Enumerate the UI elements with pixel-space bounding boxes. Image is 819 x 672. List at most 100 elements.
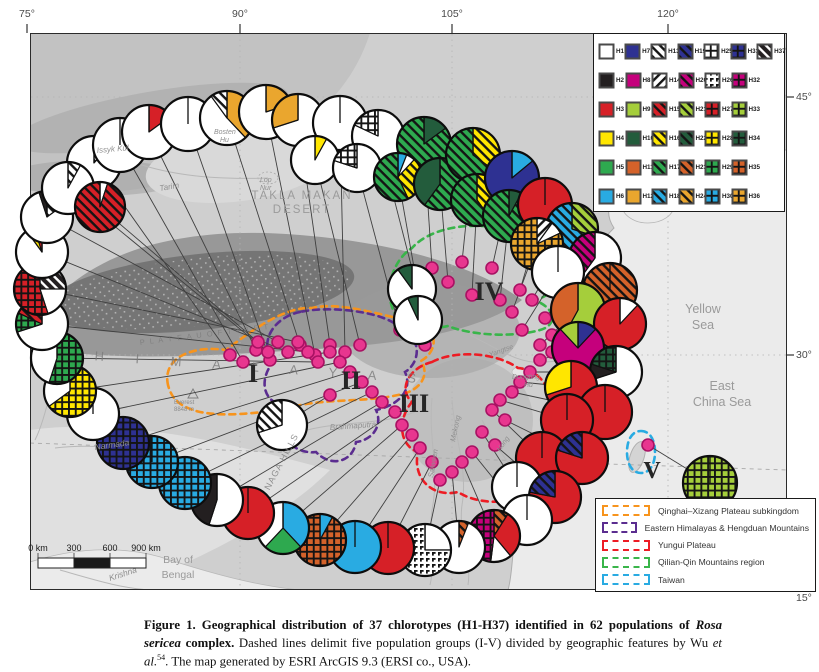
group-legend-item: Qinghai–Xizang Plateau subkingdom	[602, 505, 809, 516]
group-label: Eastern Himalayas & Hengduan Mountains	[644, 522, 809, 533]
legend-swatch-H22	[678, 130, 694, 146]
region-label-I: I	[248, 359, 258, 388]
legend-item-H1: H1	[598, 43, 624, 60]
legend-swatch-H30	[704, 188, 721, 204]
legend-item-H34: H34	[731, 130, 761, 147]
map-label: China Sea	[693, 395, 751, 409]
group-legend-item: Eastern Himalayas & Hengduan Mountains	[602, 522, 809, 534]
legend-swatch-H27	[704, 101, 721, 117]
legend-swatch-H6	[598, 188, 615, 204]
legend-item-H2: H2	[598, 72, 625, 89]
legend-swatch-H1	[598, 43, 615, 59]
legend-swatch-H24	[678, 188, 694, 204]
axis-label-top: 105°	[441, 8, 463, 20]
legend-item-H31: H31	[730, 43, 759, 60]
legend-item-H27: H27	[704, 101, 734, 118]
legend-swatch-H37	[756, 43, 773, 59]
group-legend-item: Qilian-Qin Mountains region	[602, 556, 809, 568]
chlorotype-legend: H1 H7 H13 H19 H25 H31 H37 H2 H8 H14 H20 H26 H32 H3 H9 H…	[593, 33, 786, 212]
pie-chart-11	[331, 142, 383, 194]
legend-item-H32: H32	[731, 72, 761, 89]
legend-item-H28: H28	[704, 130, 734, 147]
legend-item-H8: H8	[625, 72, 652, 89]
legend-item-H33: H33	[731, 101, 760, 118]
legend-swatch-H25	[703, 43, 720, 59]
legend-label: H24	[695, 192, 708, 200]
legend-row: H5 H11 H17 H23 H29 H35	[598, 154, 782, 180]
map-label: Dongting	[512, 374, 540, 381]
pie-chart-13	[372, 151, 424, 203]
legend-item-H3: H3	[598, 101, 625, 118]
map-label: Bengal	[162, 569, 195, 581]
caption-segment: 54	[157, 653, 166, 663]
region-outline-IV	[388, 224, 559, 336]
legend-label: H25	[721, 47, 733, 55]
legend-swatch-H9	[625, 101, 641, 117]
pie-chart-53	[12, 261, 68, 317]
map-label: Bosten	[214, 129, 236, 136]
axis-label-right: 45°	[796, 91, 812, 103]
legend-swatch-H10	[625, 130, 641, 146]
legend-swatch-H8	[625, 72, 641, 88]
map-label: Nur	[260, 185, 272, 192]
legend-label: H15	[669, 105, 681, 113]
legend-item-H26: H26	[704, 72, 734, 89]
legend-item-H35: H35	[731, 159, 761, 176]
legend-label: H28	[722, 134, 734, 142]
legend-swatch-H28	[704, 130, 721, 146]
legend-swatch-H36	[731, 188, 747, 204]
map-label: Hu	[524, 382, 533, 389]
legend-swatch-H13	[650, 43, 667, 59]
legend-item-H22: H22	[678, 130, 707, 147]
legend-swatch-H16	[651, 130, 668, 146]
legend-label: H14	[669, 76, 681, 84]
legend-swatch-H23	[678, 159, 694, 175]
legend-item-H36: H36	[731, 188, 760, 205]
legend-item-H13: H13	[650, 43, 680, 60]
legend-row: H6 H12 H18 H24 H30 H36	[598, 183, 782, 209]
scale-bar-label: 300	[66, 543, 81, 553]
legend-label: H23	[695, 163, 708, 171]
legend-swatch-H31	[730, 43, 747, 59]
legend-label: H13	[668, 47, 680, 55]
legend-label: H16	[669, 134, 681, 142]
map-label: Issyk Kul	[96, 143, 129, 155]
map-label: DESERT	[273, 204, 331, 216]
legend-swatch-H32	[731, 72, 747, 88]
legend-swatch-H15	[651, 101, 668, 117]
map-label: Narmada	[94, 437, 130, 452]
legend-label: H34	[748, 134, 761, 142]
legend-swatch-H2	[598, 72, 615, 88]
group-label: Qilian-Qin Mountains region	[658, 557, 765, 568]
group-swatch	[602, 522, 637, 534]
legend-swatch-H29	[704, 159, 721, 175]
legend-label: H18	[669, 192, 681, 200]
region-outline-V	[625, 429, 657, 475]
legend-item-H20: H20	[678, 72, 707, 89]
legend-item-H17: H17	[651, 159, 681, 176]
legend-label: H8	[642, 76, 651, 84]
legend-swatch-H17	[651, 159, 668, 175]
legend-label: H12	[642, 192, 655, 200]
figure-caption: Figure 1. Geographical distribution of 3…	[144, 616, 722, 671]
legend-item-H19: H19	[677, 43, 706, 60]
group-label: Yungui Plateau	[658, 540, 716, 550]
legend-item-H18: H18	[651, 188, 681, 205]
legend-label: H3	[616, 105, 625, 113]
caption-segment: Figure 1. Geographical distribution of 3…	[144, 618, 696, 632]
region-label-IV: IV	[475, 277, 504, 306]
pie-chart-60	[255, 398, 309, 452]
legend-label: H37	[774, 47, 786, 55]
legend-label: H1	[616, 47, 625, 55]
legend-item-H23: H23	[678, 159, 708, 176]
legend-item-H24: H24	[678, 188, 708, 205]
pie-charts	[12, 83, 739, 578]
region-label-V: V	[643, 458, 661, 484]
legend-label: H21	[695, 105, 708, 113]
map-label: Hu	[220, 137, 229, 144]
legend-label: H35	[748, 163, 761, 171]
map-label: Lop	[260, 177, 272, 184]
legend-label: H32	[748, 76, 761, 84]
legend-swatch-H20	[678, 72, 694, 88]
population-groups-legend: Qinghai–Xizang Plateau subkingdom Eastern…	[595, 498, 816, 592]
